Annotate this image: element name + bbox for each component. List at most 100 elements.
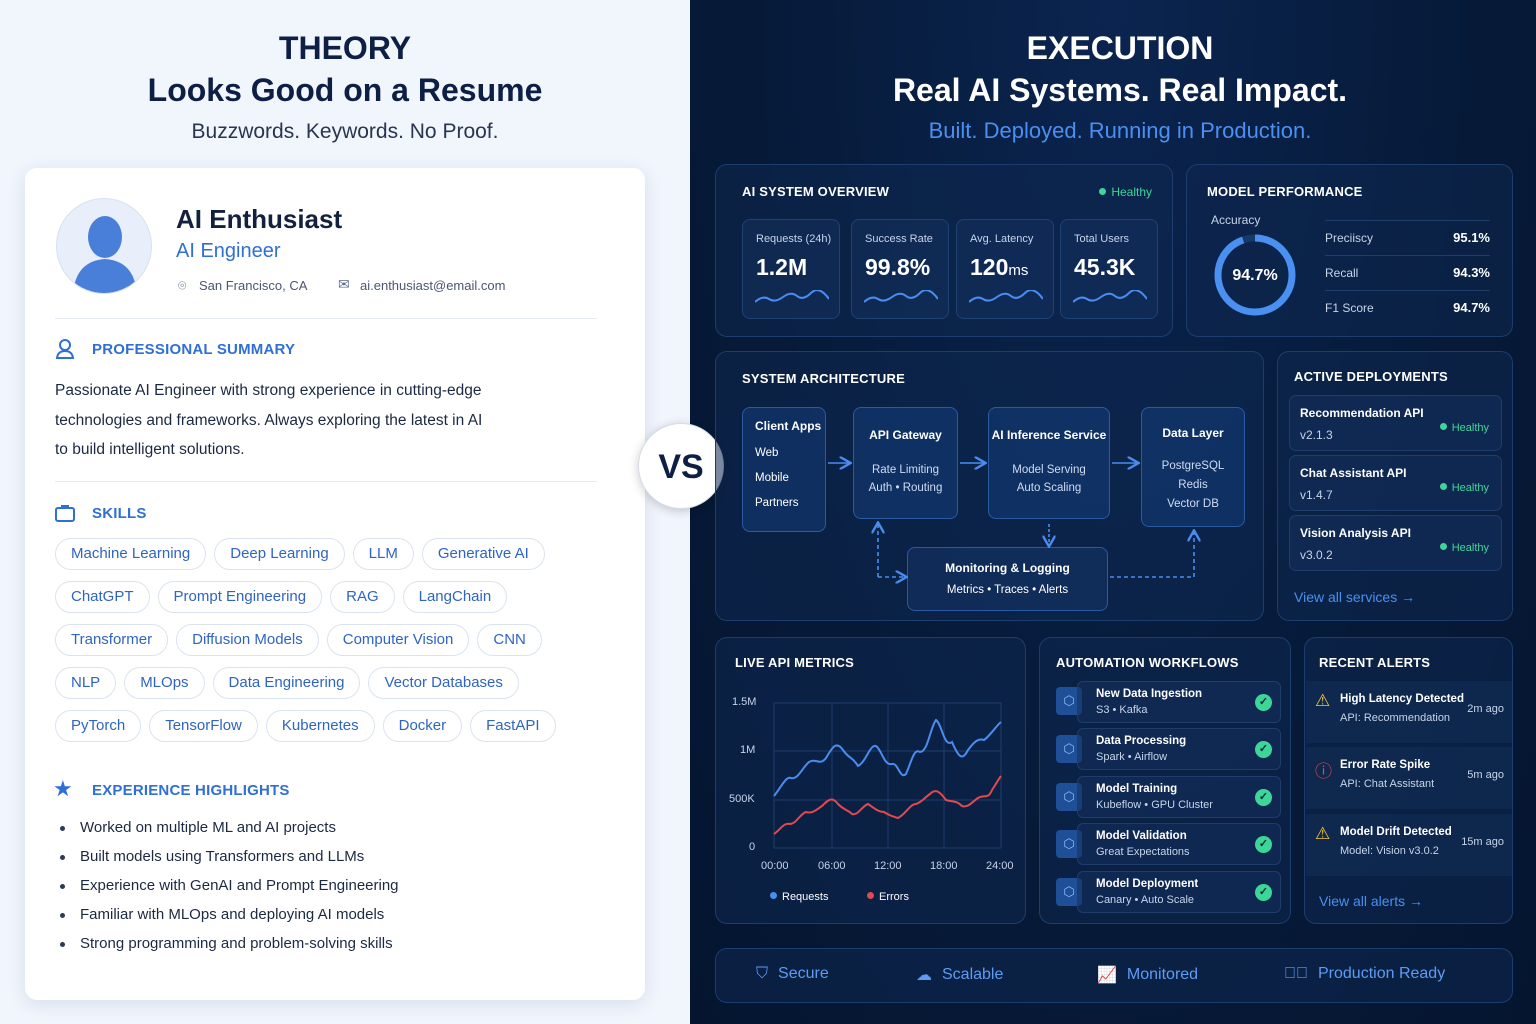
divider: [55, 318, 597, 319]
list-item: Worked on multiple ML and AI projects: [55, 813, 399, 842]
skill-pill: Computer Vision: [326, 624, 470, 656]
briefcase-icon: [55, 505, 75, 522]
skill-pill: NLP: [55, 667, 117, 699]
skill-pill: MLOps: [124, 667, 205, 699]
profile-name: AI Enthusiast: [176, 204, 343, 234]
theory-subtitle: Buzzwords. Keywords. No Proof.: [191, 120, 499, 143]
theory-heading: THEORY: [278, 30, 412, 66]
sparkline-icon: [864, 290, 938, 303]
alert-row[interactable]: ⓘ Error Rate Spike API: Chat Assistant 5m a…: [1306, 747, 1512, 809]
vs-badge: VS: [638, 423, 724, 509]
skill-pill: Machine Learning: [55, 538, 207, 570]
workflow-step[interactable]: Model Training Kubeflow • GPU Cluster ✓: [1077, 776, 1281, 818]
stat-latency: Avg. Latency 120ms: [956, 219, 1054, 319]
system-overview-card: AI SYSTEM OVERVIEW Healthy Requests (24h…: [715, 164, 1173, 337]
view-all-services-link[interactable]: View all services →: [1294, 589, 1416, 605]
list-item: Strong programming and problem-solving s…: [55, 929, 399, 958]
star-icon: ★: [53, 776, 73, 801]
skill-pill: Kubernetes: [265, 710, 375, 742]
legend-dot-icon: [770, 892, 777, 899]
feature-production-ready: ✓⃝ Production Ready: [1284, 965, 1446, 982]
x-tick: 06:00: [818, 860, 846, 872]
skills-title: SKILLS: [92, 505, 147, 522]
status-badge: Healthy: [1099, 185, 1152, 199]
skill-pill: TensorFlow: [149, 710, 258, 742]
error-icon: ⓘ: [1315, 762, 1332, 781]
skills-list: Machine Learning Deep Learning LLM Generati…: [55, 538, 615, 753]
line-chart: [773, 702, 1002, 849]
feature-secure: ⛉ Secure: [756, 965, 829, 982]
features-bar: ⛉ Secure ☁ Scalable 📈 Monitored ✓⃝ Productio…: [715, 948, 1513, 1003]
list-item: Experience with GenAI and Prompt Enginee…: [55, 871, 399, 900]
metric-row: Recall 94.3%: [1325, 255, 1490, 289]
skill-pill: Deep Learning: [214, 538, 345, 570]
user-silhouette-icon: [73, 216, 137, 293]
y-tick: 0: [749, 841, 756, 853]
shield-icon: ⛉: [756, 965, 769, 982]
y-tick: 500K: [729, 793, 755, 805]
overview-title: AI SYSTEM OVERVIEW: [742, 184, 890, 199]
cloud-icon: ☁: [916, 967, 932, 984]
check-icon: ✓: [1255, 741, 1272, 758]
sparkline-icon: [755, 290, 829, 303]
execution-heading: EXECUTION: [1026, 30, 1214, 66]
execution-title: Real AI Systems. Real Impact.: [892, 72, 1348, 108]
metric-row: Preciiscy 95.1%: [1325, 220, 1490, 254]
status-dot-icon: [1099, 188, 1107, 195]
skill-pill: Generative AI: [421, 538, 545, 570]
deployment-row[interactable]: Recommendation API v2.1.3 Healthy: [1289, 395, 1502, 451]
view-all-alerts-link[interactable]: View all alerts →: [1319, 893, 1424, 909]
warning-icon: ⚠: [1315, 691, 1331, 710]
check-icon: ✓: [1255, 836, 1272, 853]
model-performance-card: MODEL PERFORMANCE Accuracy 94.7% Preciis…: [1186, 164, 1513, 337]
client-apps-box: Client Apps Web Mobile Partners: [742, 407, 826, 532]
architecture-title: SYSTEM ARCHITECTURE: [742, 371, 905, 386]
list-item: Built models using Transformers and LLMs: [55, 842, 399, 871]
alert-row[interactable]: ⚠ Model Drift Detected Model: Vision v3.0.…: [1306, 814, 1512, 876]
check-icon: ✓: [1255, 694, 1272, 711]
location-pin-icon: ⌾: [178, 277, 187, 293]
skill-pill: ChatGPT: [55, 581, 150, 613]
deployment-row[interactable]: Chat Assistant API v1.4.7 Healthy: [1289, 455, 1502, 511]
workflow-step[interactable]: Model Deployment Canary • Auto Scale ✓: [1077, 871, 1281, 913]
architecture-arrows: [828, 352, 1265, 622]
deployment-row[interactable]: Vision Analysis API v3.0.2 Healthy: [1289, 515, 1502, 571]
skill-pill: Prompt Engineering: [157, 581, 323, 613]
check-icon: ✓: [1255, 789, 1272, 806]
accuracy-value: 94.7%: [1232, 267, 1278, 284]
theory-title: Looks Good on a Resume: [147, 72, 543, 108]
x-tick: 18:00: [930, 860, 958, 872]
list-item: Familiar with MLOps and deploying AI mod…: [55, 900, 399, 929]
legend-requests: Requests: [770, 891, 828, 903]
monitoring-box: Monitoring & Logging Metrics • Traces • …: [907, 547, 1108, 611]
legend-dot-icon: [867, 892, 874, 899]
resume-card: AI Enthusiast AI Engineer ⌾ San Francisc…: [25, 168, 645, 1000]
y-tick: 1M: [740, 744, 756, 756]
skill-pill: PyTorch: [55, 710, 142, 742]
experience-title: EXPERIENCE HIGHLIGHTS: [92, 782, 290, 799]
legend-errors: Errors: [867, 891, 909, 903]
profile-email[interactable]: ai.enthusiast@email.com: [360, 278, 506, 293]
skill-pill: FastAPI: [470, 710, 556, 742]
skill-pill: RAG: [330, 581, 395, 613]
profile-role: AI Engineer: [176, 240, 281, 262]
workflow-step[interactable]: Model Validation Great Expectations ✓: [1077, 823, 1281, 865]
ai-inference-box: AI Inference Service Model Serving Auto …: [988, 407, 1110, 519]
live-api-metrics-card: LIVE API METRICS 1.5M 1M 500K 0 00:00 06…: [715, 637, 1026, 924]
stat-requests: Requests (24h) 1.2M: [742, 219, 840, 319]
summary-title: PROFESSIONAL SUMMARY: [92, 341, 296, 358]
x-tick: 24:00: [986, 860, 1014, 872]
stat-users: Total Users 45.3K: [1060, 219, 1158, 319]
skill-pill: Vector Databases: [368, 667, 519, 699]
skill-pill: CNN: [477, 624, 542, 656]
status-dot-icon: [1439, 423, 1447, 430]
skill-pill: LLM: [352, 538, 414, 570]
workflow-step[interactable]: New Data Ingestion S3 • Kafka ✓: [1077, 681, 1281, 723]
accuracy-label: Accuracy: [1211, 213, 1261, 227]
deployments-title: ACTIVE DEPLOYMENTS: [1294, 369, 1448, 384]
divider: [55, 481, 597, 482]
alert-row[interactable]: ⚠ High Latency Detected API: Recommendatio…: [1306, 681, 1512, 743]
alerts-title: RECENT ALERTS: [1319, 655, 1431, 670]
workflow-step[interactable]: Data Processing Spark • Airflow ✓: [1077, 728, 1281, 770]
y-tick: 1.5M: [732, 696, 757, 708]
